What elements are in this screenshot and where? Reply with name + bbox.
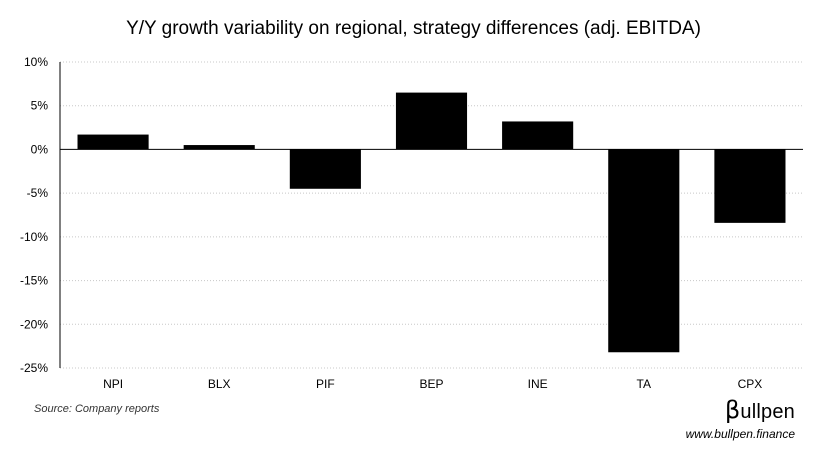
chart-title: Y/Y growth variability on regional, stra… xyxy=(126,18,701,39)
x-tick-label: BLX xyxy=(208,377,231,391)
bars xyxy=(77,92,786,353)
y-tick-label: 10% xyxy=(24,55,48,69)
axes xyxy=(59,62,803,368)
brand-url: www.bullpen.finance xyxy=(685,427,795,441)
bar-ta xyxy=(608,149,680,353)
y-tick-label: -15% xyxy=(20,274,48,288)
x-tick-labels: NPI BLX PIF BEP INE TA CPX xyxy=(103,377,762,391)
bar-bep xyxy=(395,92,468,150)
gridlines xyxy=(60,61,803,369)
bar-npi xyxy=(77,134,149,150)
x-tick-label: INE xyxy=(528,377,548,391)
y-tick-label: -25% xyxy=(20,361,48,375)
bar-ine xyxy=(502,121,574,150)
brand-name: ullpen xyxy=(740,401,795,423)
y-tick-label: -5% xyxy=(27,186,49,200)
y-tick-label: 0% xyxy=(31,142,49,156)
bar-pif xyxy=(289,149,361,189)
y-tick-labels: 10% 5% 0% -5% -10% -15% -20% -25% xyxy=(20,55,48,375)
brand-logo: βullpen xyxy=(725,396,795,424)
y-tick-label: -20% xyxy=(20,317,48,331)
source-note: Source: Company reports xyxy=(34,403,160,415)
x-tick-label: BEP xyxy=(419,377,443,391)
bar-cpx xyxy=(714,149,786,223)
bar-blx xyxy=(183,145,255,150)
brand-beta-glyph: β xyxy=(724,396,741,424)
x-tick-label: TA xyxy=(637,377,651,391)
y-tick-label: -10% xyxy=(20,230,48,244)
x-tick-label: PIF xyxy=(316,377,335,391)
x-tick-label: CPX xyxy=(738,377,763,391)
y-tick-label: 5% xyxy=(31,99,49,113)
x-tick-label: NPI xyxy=(103,377,123,391)
